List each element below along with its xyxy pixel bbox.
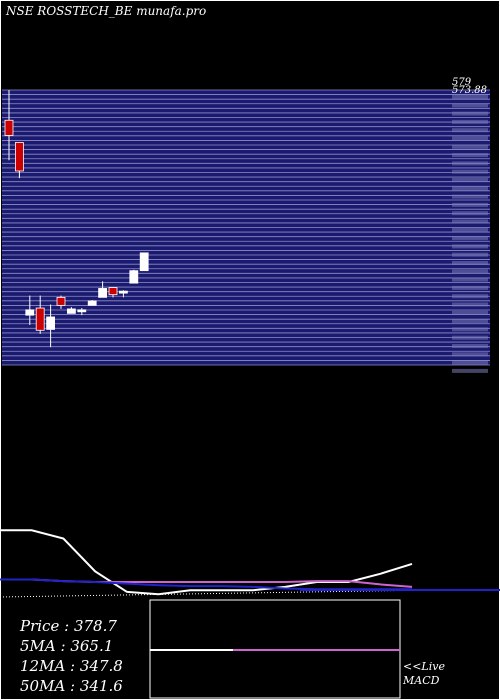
axis-tick-label (452, 161, 488, 166)
stat-price-value: 378.7 (73, 617, 117, 635)
stat-price: Price : 378.7 (20, 616, 123, 636)
axis-tick-label (452, 277, 488, 282)
axis-tick-label (452, 227, 488, 232)
axis-tick-label (452, 169, 488, 174)
stat-5ma-label: 5MA (20, 637, 56, 655)
candle-body (25, 309, 35, 316)
ma-series-line (0, 529, 413, 596)
axis-tick-label (452, 244, 488, 249)
candle-body (98, 288, 107, 298)
candle-body (108, 287, 118, 296)
axis-tick-label (452, 194, 488, 199)
axis-tick-label (452, 128, 488, 133)
axis-tick-label (452, 178, 488, 182)
axis-tick-label (452, 95, 488, 99)
axis-tick-label (452, 352, 488, 357)
ma-series-line (0, 578, 412, 591)
stat-5ma-value: 365.1 (70, 637, 114, 655)
candle-body (67, 308, 76, 314)
stat-12ma: 12MA : 347.8 (20, 656, 123, 676)
candle-body (56, 296, 66, 306)
axis-tick-label: 573.88 (452, 85, 487, 96)
candle-body (77, 309, 87, 313)
candle-body (119, 290, 128, 294)
axis-tick-label (452, 269, 488, 274)
stats-panel: Price : 378.7 5MA : 365.1 12MA : 347.8 5… (20, 616, 123, 696)
candle-body (87, 300, 97, 306)
macd-label: <<Live MACD (403, 660, 445, 688)
axis-tick-label (452, 186, 488, 191)
axis-tick-label (452, 136, 488, 141)
candle-body (139, 252, 149, 272)
axis-tick-label (452, 219, 488, 224)
chart-title: NSE ROSSTECH_BE munafa.pro (6, 4, 207, 18)
axis-tick-label (452, 344, 488, 348)
candle-body (129, 270, 139, 284)
candle-body (14, 142, 24, 172)
axis-tick-label (452, 327, 488, 332)
candle-body (35, 307, 45, 331)
axis-tick-label (452, 285, 488, 290)
candle-body (4, 119, 14, 136)
axis-tick-label (452, 236, 488, 241)
axis-tick-label (452, 360, 488, 365)
axis-tick-label (452, 211, 488, 216)
macd-live-text: <<Live (403, 660, 445, 673)
candle-body (46, 316, 55, 330)
axis-tick-label (452, 294, 488, 299)
stat-5ma: 5MA : 365.1 (20, 636, 123, 656)
stat-12ma-sep: : (65, 657, 80, 675)
stat-5ma-sep: : (55, 637, 71, 655)
axis-tick-label (452, 368, 488, 373)
stat-50ma-value: 341.6 (79, 677, 123, 695)
axis-tick-label (452, 302, 488, 307)
stat-price-sep: : (59, 617, 74, 635)
axis-tick-label: 579 (452, 77, 472, 88)
stat-12ma-value: 347.8 (79, 657, 123, 675)
axis-tick-label (452, 310, 488, 315)
macd-text: MACD (403, 674, 440, 687)
axis-tick-label (452, 202, 488, 207)
stat-50ma: 50MA : 341.6 (20, 676, 123, 696)
stat-50ma-sep: : (65, 677, 80, 695)
stat-50ma-label: 50MA (20, 677, 66, 695)
axis-tick-label (452, 261, 488, 265)
axis-tick-label (452, 153, 488, 158)
axis-tick-label (452, 111, 488, 116)
axis-tick-label (452, 335, 488, 340)
axis-tick-label (452, 319, 488, 324)
axis-tick-label (452, 103, 488, 108)
stat-12ma-label: 12MA (20, 657, 66, 675)
axis-tick-label (452, 252, 488, 257)
stat-price-label: Price (20, 617, 60, 635)
axis-tick-label (452, 119, 488, 124)
axis-tick-label (452, 144, 488, 149)
